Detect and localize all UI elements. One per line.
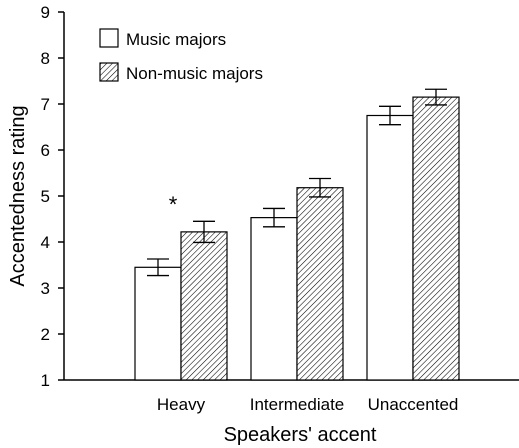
y-tick-label-6: 6 [41, 141, 50, 160]
bar-non-music-majors-heavy [180, 231, 228, 381]
y-tick-label-1: 1 [41, 371, 50, 390]
y-axis-ticks: 1 2 3 4 5 6 7 8 9 [41, 3, 64, 390]
legend-label-non-music-majors: Non-music majors [126, 64, 263, 83]
bar-series-group [134, 96, 460, 381]
bar-music-majors-heavy [134, 266, 182, 381]
legend: Music majors Non-music majors [99, 28, 263, 83]
annotation-group: * [169, 192, 178, 217]
bar-non-music-majors-intermediate [296, 187, 344, 381]
y-tick-label-2: 2 [41, 325, 50, 344]
bar-music-majors-unaccented [366, 114, 414, 381]
legend-swatch-non-music-majors [99, 62, 119, 82]
bar-non-music-majors-unaccented [412, 96, 460, 381]
x-tick-label-intermediate: Intermediate [250, 395, 345, 414]
bar-music-majors-intermediate [250, 217, 298, 381]
x-tick-label-unaccented: Unaccented [368, 395, 459, 414]
significance-asterisk: * [169, 192, 178, 217]
y-tick-label-9: 9 [41, 3, 50, 22]
y-tick-label-5: 5 [41, 187, 50, 206]
legend-label-music-majors: Music majors [126, 30, 226, 49]
y-axis-title: Accentedness rating [7, 105, 29, 286]
y-tick-label-4: 4 [41, 233, 50, 252]
x-tick-label-heavy: Heavy [157, 395, 206, 414]
y-tick-label-8: 8 [41, 49, 50, 68]
x-axis-title: Speakers' accent [224, 424, 377, 446]
y-tick-label-3: 3 [41, 279, 50, 298]
legend-swatch-music-majors [99, 28, 119, 48]
error-bar-group [147, 88, 447, 277]
x-axis-tick-labels: Heavy Intermediate Unaccented [157, 395, 458, 414]
y-tick-label-7: 7 [41, 95, 50, 114]
